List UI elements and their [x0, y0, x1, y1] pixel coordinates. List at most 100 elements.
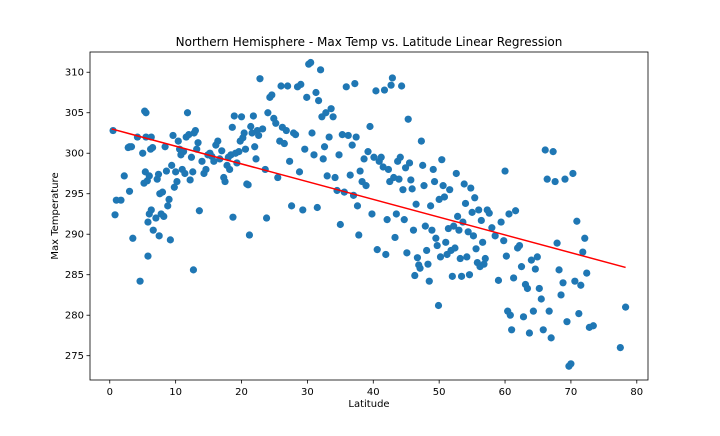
data-point	[307, 58, 315, 67]
data-point	[244, 181, 252, 189]
data-point	[529, 307, 537, 315]
data-point	[571, 277, 579, 285]
data-point	[411, 271, 419, 280]
y-axis-label: Max Temperature	[50, 172, 61, 259]
data-point	[433, 241, 441, 250]
data-point	[181, 169, 189, 178]
data-point	[438, 156, 446, 164]
data-point	[372, 87, 380, 95]
data-point	[221, 177, 229, 186]
data-point	[485, 209, 493, 217]
data-point	[405, 159, 414, 167]
data-point	[144, 218, 152, 226]
data-point	[398, 82, 406, 90]
data-point	[277, 82, 285, 90]
data-point	[545, 307, 553, 315]
data-point	[519, 313, 528, 321]
data-point	[531, 265, 539, 273]
data-point	[583, 269, 591, 277]
data-point	[460, 180, 468, 188]
data-point	[127, 143, 136, 151]
x-tick-label: 70	[565, 387, 578, 398]
data-point	[129, 234, 137, 242]
data-point	[287, 202, 296, 210]
data-point	[323, 172, 331, 180]
data-point	[569, 169, 577, 178]
data-point	[454, 212, 462, 220]
data-point	[319, 155, 327, 163]
data-point	[413, 254, 422, 262]
data-point	[472, 245, 480, 253]
data-point	[416, 264, 424, 272]
data-point	[125, 187, 134, 195]
data-point	[575, 309, 583, 318]
data-point	[479, 238, 487, 246]
data-point	[149, 226, 157, 234]
data-point	[194, 139, 202, 147]
data-point	[179, 148, 188, 156]
data-point	[434, 301, 443, 310]
data-point	[510, 274, 518, 282]
data-point	[168, 161, 176, 169]
data-point	[559, 279, 567, 287]
data-point	[241, 145, 250, 153]
x-tick-label: 10	[169, 387, 182, 398]
data-point	[155, 232, 163, 240]
data-point	[506, 311, 514, 319]
data-point	[152, 214, 160, 222]
data-point	[400, 216, 408, 224]
data-point	[362, 182, 370, 190]
data-point	[280, 139, 288, 148]
data-point	[380, 86, 389, 94]
data-point	[364, 148, 372, 156]
data-point	[186, 176, 194, 184]
data-point	[229, 213, 237, 221]
data-point	[533, 253, 541, 261]
y-tick-label: 300	[65, 149, 84, 160]
data-point	[210, 157, 218, 165]
data-point	[247, 122, 255, 131]
data-point	[164, 202, 172, 210]
data-point	[191, 126, 200, 135]
data-point	[195, 207, 203, 215]
data-point	[351, 79, 359, 88]
y-tick-label: 310	[65, 68, 84, 79]
data-point	[457, 272, 466, 280]
data-point	[455, 226, 463, 234]
data-point	[356, 167, 364, 175]
data-point	[468, 208, 476, 216]
data-point	[428, 226, 436, 234]
data-point	[502, 252, 510, 260]
data-point	[237, 113, 246, 121]
data-point	[259, 125, 267, 133]
data-point	[399, 186, 407, 194]
y-tick-label: 305	[65, 108, 84, 119]
y-tick-label: 295	[65, 189, 84, 200]
data-point	[464, 228, 472, 236]
data-point	[162, 167, 171, 175]
data-point	[480, 260, 488, 268]
data-point	[500, 237, 508, 245]
data-point	[387, 81, 395, 89]
data-point	[282, 126, 290, 135]
data-point	[249, 112, 257, 120]
data-point	[331, 173, 339, 182]
data-point	[396, 153, 404, 161]
data-point	[272, 119, 280, 127]
data-point	[286, 157, 294, 165]
data-point	[310, 151, 318, 159]
data-point	[320, 143, 329, 151]
data-point	[139, 149, 147, 157]
data-point	[352, 133, 360, 141]
data-point	[452, 169, 460, 178]
data-point	[325, 133, 333, 141]
data-point	[189, 266, 198, 274]
data-point	[353, 202, 362, 210]
data-point	[183, 109, 192, 117]
data-point	[392, 210, 400, 218]
data-point	[301, 145, 309, 153]
data-point	[145, 172, 153, 180]
data-point	[147, 206, 155, 214]
data-point	[355, 231, 363, 239]
